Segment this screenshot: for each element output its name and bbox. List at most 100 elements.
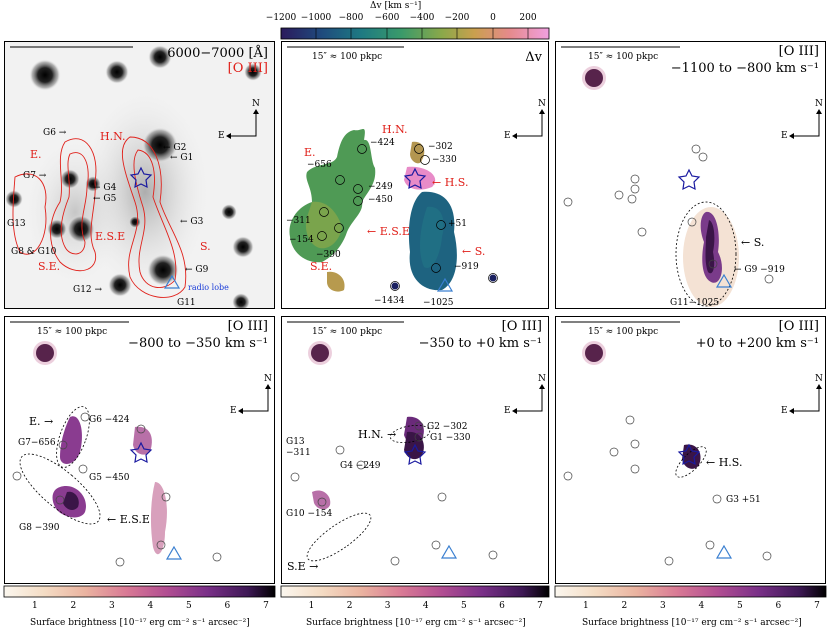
sb-colorbar-title-1: Surface brightness [10⁻¹⁷ erg cm⁻² s⁻¹ a… (30, 618, 250, 628)
sb-tick-label: 7 (537, 601, 543, 611)
label-g8g10: G8 & G10 (11, 247, 57, 257)
panel1-subtitle: [O III] (227, 61, 268, 76)
compass-east: E (781, 406, 788, 416)
sb-tick-label: 4 (147, 601, 154, 611)
sb-tick-label: 4 (422, 601, 429, 611)
sb-colorbar-title-2: Surface brightness [10⁻¹⁷ erg cm⁻² s⁻¹ a… (306, 618, 526, 628)
label-hn: H.N. (100, 130, 126, 143)
v-1025: −1025 (423, 298, 454, 308)
radio-lobe-triangle-icon (436, 277, 454, 292)
oiii-map-1 (556, 42, 825, 308)
sb-tick-label: 3 (659, 601, 666, 611)
compass: N E (504, 374, 548, 418)
label-e: E. (304, 146, 316, 159)
oiii-map-3 (282, 317, 548, 583)
label-g3: G3 +51 (726, 495, 761, 505)
label-g1: G1 −330 (430, 433, 471, 443)
label-g10: G10 −154 (286, 509, 333, 519)
label-s: ← S. (462, 245, 486, 258)
label-hs: ← H.S. (432, 176, 469, 189)
sb-tick-label: 1 (31, 601, 38, 611)
compass: N E (781, 374, 825, 418)
v-249: −249 (368, 182, 393, 192)
sb-tick-label: 3 (108, 601, 115, 611)
v-919: −919 (454, 262, 479, 272)
label-g4: ← G4 (93, 183, 117, 193)
label-g7: G7−656 (18, 438, 56, 448)
label-ese: ← E.S.E (367, 225, 410, 238)
label-g6: G6 → (43, 128, 67, 138)
quasar-star-icon (403, 443, 427, 466)
label-g3: ← G3 (180, 217, 204, 227)
label-g4: G4 −249 (340, 461, 381, 471)
sb-tick-label: 5 (737, 601, 743, 611)
label-g9: ← G9 −919 (734, 265, 785, 275)
radio-lobe-triangle-icon (715, 273, 733, 288)
sb-tick-label: 1 (582, 601, 589, 611)
label-s: ← S. (741, 236, 765, 249)
sb-tick-label: 2 (621, 601, 628, 611)
v-311: −311 (286, 216, 311, 226)
panel1-title: 6000−7000 [Å] (167, 46, 268, 61)
radio-lobe-triangle-icon (715, 544, 733, 559)
v-51: +51 (448, 219, 467, 229)
label-g2: ← G2 (163, 143, 187, 153)
velocity-tick-label: 200 (519, 13, 537, 23)
quasar-star-icon (677, 168, 701, 191)
panel-oiii-2: 15″ ≈ 100 pkpc [O III] −800 to −350 km s… (4, 316, 275, 584)
compass-east: E (504, 131, 511, 141)
sb-tick-label: 5 (460, 601, 467, 611)
label-hs: ← H.S. (706, 456, 743, 469)
v-656: −656 (307, 160, 332, 170)
label-g12: G12 → (73, 285, 103, 295)
panel5-title: [O III] (501, 319, 542, 334)
velocity-tick-label: 0 (490, 13, 496, 23)
sb-tick-label: 2 (346, 601, 353, 611)
panel3-title: [O III] (778, 44, 819, 59)
label-g11: G11 (177, 298, 196, 308)
panel4-title: [O III] (227, 319, 268, 334)
panel-velocity: 15″ ≈ 100 pkpc Δv H.N. E. ← E.S.E ← S. S… (281, 41, 549, 309)
scale-label: 15″ ≈ 100 pkpc (588, 327, 659, 337)
v-1434: −1434 (374, 296, 405, 306)
label-hn: H.N. (382, 123, 408, 136)
sb-tick-label: 6 (224, 601, 231, 611)
compass: N E (230, 374, 274, 418)
scale-label: 15″ ≈ 100 pkpc (588, 52, 659, 62)
quasar-star-icon (129, 441, 153, 464)
compass-east: E (781, 131, 788, 141)
label-g7: G7 → (23, 171, 47, 181)
sb-tick-label: 2 (70, 601, 77, 611)
panel6-title: [O III] (778, 319, 819, 334)
sb-tick-label: 5 (186, 601, 192, 611)
scale-label: 15″ ≈ 100 pkpc (37, 327, 108, 337)
velocity-tick-label: −600 (374, 13, 400, 23)
sb-tick-label: 3 (384, 601, 391, 611)
velocity-map (282, 42, 548, 308)
compass-north: N (538, 374, 546, 384)
v-424: −424 (370, 138, 395, 148)
compass-east: E (218, 131, 225, 141)
label-g5: ← G5 (93, 194, 117, 204)
panel5-subtitle: −350 to +0 km s⁻¹ (418, 336, 542, 351)
v-450: −450 (368, 195, 393, 205)
oiii-map-4 (556, 317, 825, 583)
compass-north: N (264, 374, 272, 384)
sb-tick-label: 6 (499, 601, 505, 611)
label-g2: G2 −302 (427, 422, 468, 432)
compass-east: E (504, 406, 511, 416)
radio-lobe-triangle-icon (440, 544, 458, 559)
compass-north: N (538, 99, 546, 109)
velocity-colorbar-title: Δv [km s⁻¹] (370, 1, 422, 11)
sb-tick-label: 6 (775, 601, 782, 611)
label-g11: G11−1025 (670, 298, 720, 308)
velocity-colorbar-gradient (280, 27, 550, 40)
label-g9: ← G9 (185, 265, 209, 275)
v-330: −330 (432, 155, 457, 165)
velocity-tick-label: −1000 (300, 13, 332, 23)
label-ese: E.S.E (95, 230, 126, 243)
panel-oiii-1: 15″ ≈ 100 pkpc [O III] −1100 to −800 km … (555, 41, 826, 309)
scale-label: 15″ ≈ 100 pkpc (312, 52, 383, 62)
label-e: E. → (29, 415, 54, 428)
radio-lobe-triangle-icon (165, 545, 183, 560)
